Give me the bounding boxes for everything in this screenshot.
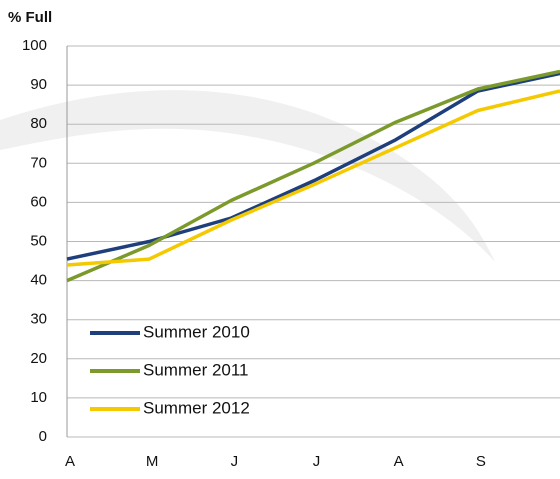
y-tick-label: 90 xyxy=(30,76,47,93)
y-tick-label: 20 xyxy=(30,350,47,367)
series-line xyxy=(66,69,560,283)
x-tick-label: A xyxy=(65,453,75,470)
y-tick-label: 70 xyxy=(30,154,47,171)
y-tick-label: 30 xyxy=(30,311,47,328)
y-tick-label: 100 xyxy=(22,37,47,54)
legend-label: Summer 2011 xyxy=(143,360,249,379)
series-line xyxy=(66,71,560,261)
y-tick-label: 10 xyxy=(30,389,47,406)
legend-label: Summer 2012 xyxy=(143,398,250,417)
y-axis-title: % Full xyxy=(8,9,52,26)
y-tick-label: 0 xyxy=(39,428,47,445)
series-line xyxy=(66,89,560,267)
legend-label: Summer 2010 xyxy=(143,322,250,341)
x-tick-label: J xyxy=(231,453,239,470)
x-tick-label: S xyxy=(476,453,486,470)
y-tick-label: 80 xyxy=(30,115,47,132)
background-swoosh xyxy=(0,90,495,262)
y-tick-label: 40 xyxy=(30,272,47,289)
x-tick-label: A xyxy=(394,453,404,470)
x-tick-label: J xyxy=(313,453,321,470)
x-tick-label: M xyxy=(146,453,159,470)
y-tick-label: 50 xyxy=(30,232,47,249)
y-tick-label: 60 xyxy=(30,193,47,210)
